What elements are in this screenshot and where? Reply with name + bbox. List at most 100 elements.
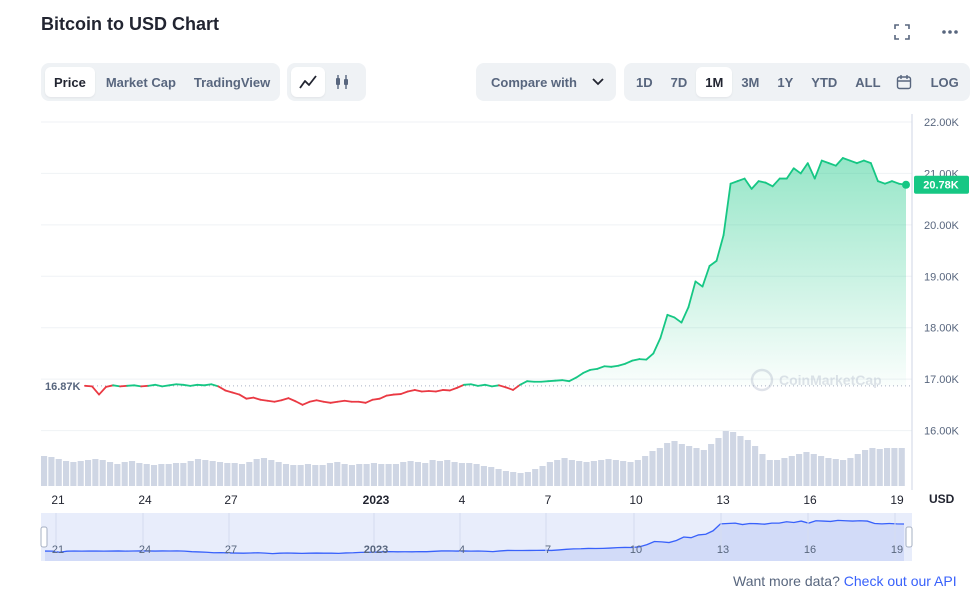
more-options-icon[interactable] [940, 22, 960, 42]
volume-bar [473, 464, 480, 486]
range-ytd[interactable]: YTD [811, 74, 838, 90]
candlestick-icon [336, 75, 348, 89]
price-line-segment [231, 391, 241, 396]
volume-bar [818, 456, 825, 486]
volume-bar [180, 463, 187, 486]
price-line-segment [112, 384, 121, 388]
volume-bar [774, 460, 781, 486]
price-line-segment [715, 234, 725, 262]
price-line-segment [413, 389, 423, 393]
volume-bar [832, 459, 839, 486]
volume-bar [466, 463, 473, 486]
volume-bar [319, 465, 326, 486]
volume-bar [436, 461, 443, 486]
price-line-segment [238, 393, 248, 400]
calendar-button[interactable] [890, 67, 918, 97]
navigator-line [44, 519, 905, 555]
range-3m[interactable]: 3M [741, 74, 760, 90]
price-line-segment [154, 383, 164, 388]
volume-bar [224, 463, 231, 486]
volume-bar [612, 460, 619, 486]
compare-with-dropdown[interactable]: Compare with [476, 63, 616, 101]
volume-bar [422, 463, 429, 486]
volume-bar [847, 458, 854, 486]
price-line-segment [624, 359, 634, 365]
price-line-segment [259, 398, 269, 402]
volume-bar [598, 460, 605, 486]
tab-market-cap[interactable]: Market Cap [105, 74, 176, 90]
price-line-segment [224, 389, 234, 394]
x-tick-label: 27 [224, 493, 238, 507]
volume-bar [136, 463, 143, 486]
currency-label: USD [929, 492, 955, 506]
range-all[interactable]: ALL [855, 74, 881, 90]
volume-bar [583, 462, 590, 486]
x-tick-label: 24 [138, 493, 152, 507]
chart-mode-toggle [287, 63, 366, 101]
volume-bar [334, 462, 341, 486]
range-1y[interactable]: 1Y [777, 74, 794, 90]
candlestick-button[interactable] [325, 67, 359, 97]
tab-trading-view[interactable]: TradingView [193, 74, 271, 90]
price-line-segment [203, 383, 213, 387]
price-line-segment [273, 399, 283, 403]
price-line-segment [371, 397, 381, 401]
volume-bar [759, 454, 766, 486]
volume-bar [524, 472, 531, 486]
watermark-text: CoinMarketCap [779, 372, 882, 388]
volume-bar [546, 462, 553, 486]
navigator-tick-label: 2023 [364, 544, 388, 556]
price-line-segment [406, 389, 416, 393]
price-line-segment [834, 157, 844, 167]
api-promo-text: Want more data? [733, 573, 840, 589]
volume-bar [209, 461, 216, 486]
price-line-segment [862, 159, 872, 165]
volume-bar [539, 466, 546, 486]
price-line-segment [329, 400, 339, 404]
price-line-segment [392, 393, 402, 396]
y-tick-label: 17.00K [924, 374, 960, 386]
volume-bar [605, 459, 612, 486]
tab-price[interactable]: Price [45, 67, 95, 97]
volume-bar [92, 459, 99, 486]
range-1d[interactable]: 1D [636, 74, 653, 90]
volume-bar [825, 458, 832, 486]
x-tick-label: 10 [629, 493, 643, 507]
watermark-logo [750, 368, 774, 392]
volume-bar [620, 461, 627, 486]
volume-bar [444, 460, 451, 486]
price-line-segment [547, 379, 557, 383]
volume-bar [414, 462, 421, 486]
price-line-segment [161, 384, 171, 388]
navigator-tick-label: 4 [459, 544, 465, 556]
price-line-segment [848, 159, 858, 165]
volume-bar [385, 464, 392, 486]
price-line-segment [252, 396, 262, 401]
fullscreen-icon[interactable] [892, 22, 912, 42]
volume-bar [700, 450, 707, 486]
price-line-segment [610, 364, 620, 368]
range-7d[interactable]: 7D [670, 74, 688, 90]
x-tick-label: 4 [459, 493, 466, 507]
line-chart-icon [299, 75, 317, 89]
volume-bar [202, 460, 209, 486]
volume-bar [172, 463, 180, 486]
volume-bar [568, 460, 575, 486]
reference-label: 16.87K [45, 381, 81, 393]
range-1m[interactable]: 1M [696, 67, 733, 97]
line-chart-button[interactable] [291, 67, 325, 97]
price-line-segment [792, 167, 802, 175]
volume-bar [561, 458, 568, 486]
price-line-segment [813, 159, 823, 180]
price-line-segment [133, 384, 143, 388]
price-line-segment [884, 180, 893, 185]
volume-bar [62, 461, 70, 486]
log-scale-toggle[interactable]: LOG [930, 74, 959, 90]
volume-bar [642, 456, 649, 486]
api-link[interactable]: Check out our API [843, 573, 957, 589]
volume-bar [752, 446, 759, 486]
price-line-segment [870, 162, 879, 183]
volume-bar [876, 449, 883, 486]
api-promo: Want more data? Check out our API [733, 573, 957, 589]
price-line-segment [589, 367, 599, 371]
